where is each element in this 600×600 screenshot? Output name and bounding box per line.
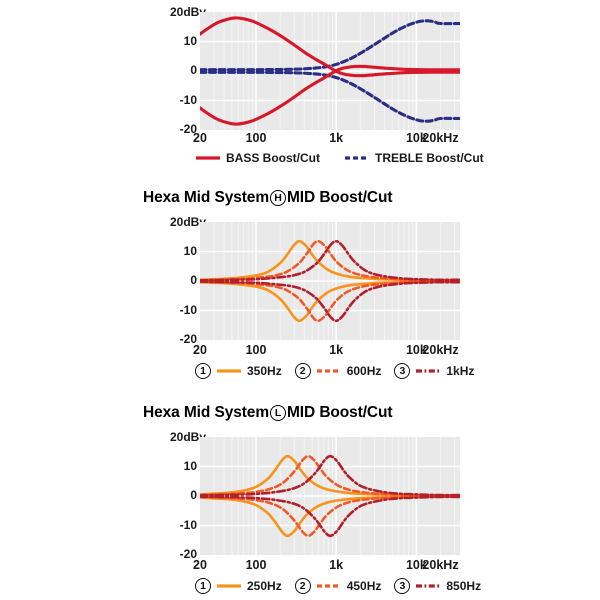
hexa-mid-l-title: Hexa Mid System L MID Boost/Cut [143, 404, 393, 422]
y-tick-label: -20 [179, 122, 197, 136]
curve-850hz-boost [200, 454, 460, 497]
y-tick-label: -10 [179, 92, 197, 107]
x-tick-label: 20kHz [422, 558, 459, 572]
legend-label: 600Hz [346, 364, 382, 378]
circled-number-icon: 2 [294, 363, 311, 379]
x-tick-label: 1k [329, 558, 344, 572]
legend-item: BASS Boost/Cut [195, 151, 320, 165]
x-tick-label: 20 [193, 131, 207, 145]
legend-label: 250Hz [247, 579, 282, 593]
y-tick-label: -20 [179, 547, 197, 561]
x-tick-label: 100 [245, 131, 267, 145]
x-axis-labels: 20 100 1k 10k 20kHz [193, 343, 460, 358]
curve-850hz-cut [200, 495, 460, 538]
legend-item: 2 600Hz [294, 363, 382, 379]
title-text-post: MID Boost/Cut [287, 404, 393, 421]
circled-number-icon: 1 [195, 363, 211, 379]
y-tick-label: 10 [183, 243, 197, 258]
curve-treble-boost-cut-cut [200, 70, 460, 123]
y-axis-top-label: 20dBv [169, 215, 206, 229]
circled-number-icon: 2 [294, 578, 311, 594]
curve-600hz-cut [200, 280, 460, 323]
legend-line-swatch [217, 369, 241, 373]
curve-450hz-cut [200, 495, 460, 538]
title-text-pre: Hexa Mid System [143, 189, 269, 206]
curve-450hz-boost [200, 454, 460, 497]
legend-item: 1 250Hz [195, 578, 282, 594]
legend-label: 1kHz [446, 364, 475, 378]
legend-label: TREBLE Boost/Cut [375, 151, 484, 165]
x-tick-label: 10k [405, 558, 427, 572]
y-tick-label: 0 [190, 488, 197, 502]
legend-label: BASS Boost/Cut [226, 151, 320, 165]
y-tick-label: 10 [183, 458, 197, 473]
circled-number-icon: 1 [195, 578, 211, 594]
legend-item: 2 450Hz [294, 578, 382, 594]
curve-bass-boost-cut-cut [200, 64, 460, 126]
x-tick-label: 10k [405, 131, 427, 145]
circled-number-icon: 3 [394, 578, 411, 594]
y-tick-label: 0 [190, 63, 197, 77]
legend-line-swatch [345, 156, 369, 160]
legend: 1 250Hz 2 450Hz 3 850Hz [195, 577, 481, 595]
x-axis-labels: 20 100 1k 10k 20kHz [193, 131, 460, 146]
plot-area [200, 222, 460, 340]
hexa-mid-h-title: Hexa Mid System H MID Boost/Cut [143, 189, 393, 207]
x-tick-label: 20 [193, 343, 207, 357]
legend-line-swatch [196, 156, 220, 160]
curve-1khz-boost [200, 239, 460, 282]
curve-1khz-cut [200, 280, 460, 323]
x-tick-label: 20kHz [422, 343, 459, 357]
legend-line-swatch [316, 369, 341, 373]
legend-item: 1 350Hz [195, 363, 282, 379]
legend-line-swatch [316, 584, 341, 588]
circled-h-icon: H [270, 190, 286, 206]
legend-line-swatch [416, 369, 441, 373]
legend-item: 3 850Hz [394, 578, 481, 594]
x-tick-label: 20 [193, 558, 207, 572]
legend-item: 3 1kHz [394, 363, 474, 379]
y-axis-top-label: 20dBv [169, 5, 206, 19]
x-tick-label: 1k [329, 343, 344, 357]
y-tick-label: 0 [190, 273, 197, 287]
circled-l-icon: L [270, 405, 286, 421]
x-tick-label: 100 [245, 343, 267, 357]
legend-line-swatch [217, 584, 241, 588]
plot-area [200, 437, 460, 555]
y-tick-label: -10 [179, 302, 197, 317]
legend-item: TREBLE Boost/Cut [344, 151, 484, 165]
title-text-pre: Hexa Mid System [143, 404, 269, 421]
y-tick-label: -20 [179, 332, 197, 346]
x-tick-label: 20kHz [422, 131, 459, 145]
legend-line-swatch [416, 584, 441, 588]
legend-label: 450Hz [346, 579, 382, 593]
x-tick-label: 10k [405, 343, 427, 357]
legend-label: 350Hz [247, 364, 282, 378]
y-tick-label: -10 [179, 517, 197, 532]
curve-bass-boost-cut-boost [200, 16, 460, 78]
circled-number-icon: 3 [394, 363, 411, 379]
y-tick-label: 10 [183, 33, 197, 48]
plot-area [200, 12, 460, 130]
curve-treble-boost-cut-boost [200, 19, 460, 72]
curve-600hz-boost [200, 239, 460, 282]
x-axis-labels: 20 100 1k 10k 20kHz [193, 558, 460, 573]
x-tick-label: 100 [245, 558, 267, 572]
x-tick-label: 1k [329, 131, 344, 145]
y-axis-top-label: 20dBv [169, 430, 206, 444]
legend: BASS Boost/Cut TREBLE Boost/Cut [195, 149, 484, 167]
title-text-post: MID Boost/Cut [287, 189, 393, 206]
legend: 1 350Hz 2 600Hz 3 1kHz [195, 362, 474, 380]
legend-label: 850Hz [446, 579, 482, 593]
